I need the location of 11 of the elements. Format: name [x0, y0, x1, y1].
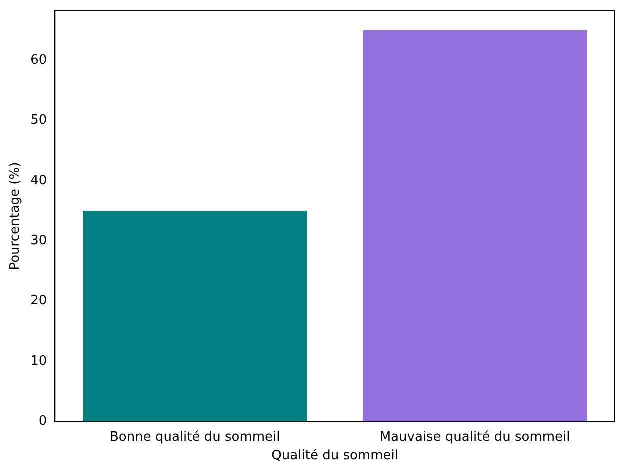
y-tick-label: 0 [38, 414, 48, 430]
y-tick-label: 30 [30, 234, 48, 249]
y-tick-label: 40 [30, 173, 48, 188]
y-tick-label: 50 [30, 113, 48, 128]
y-tick-label: 60 [30, 52, 48, 68]
y-axis-title: Pourcentage (%) [8, 162, 24, 270]
x-tick-label: Mauvaise qualité du sommeil [380, 430, 570, 445]
y-tick-label: 10 [30, 354, 48, 369]
x-tick-label: Bonne qualité du sommeil [110, 430, 280, 445]
y-tick-label: 20 [30, 294, 48, 309]
x-axis-title: Qualité du sommeil [272, 448, 398, 464]
